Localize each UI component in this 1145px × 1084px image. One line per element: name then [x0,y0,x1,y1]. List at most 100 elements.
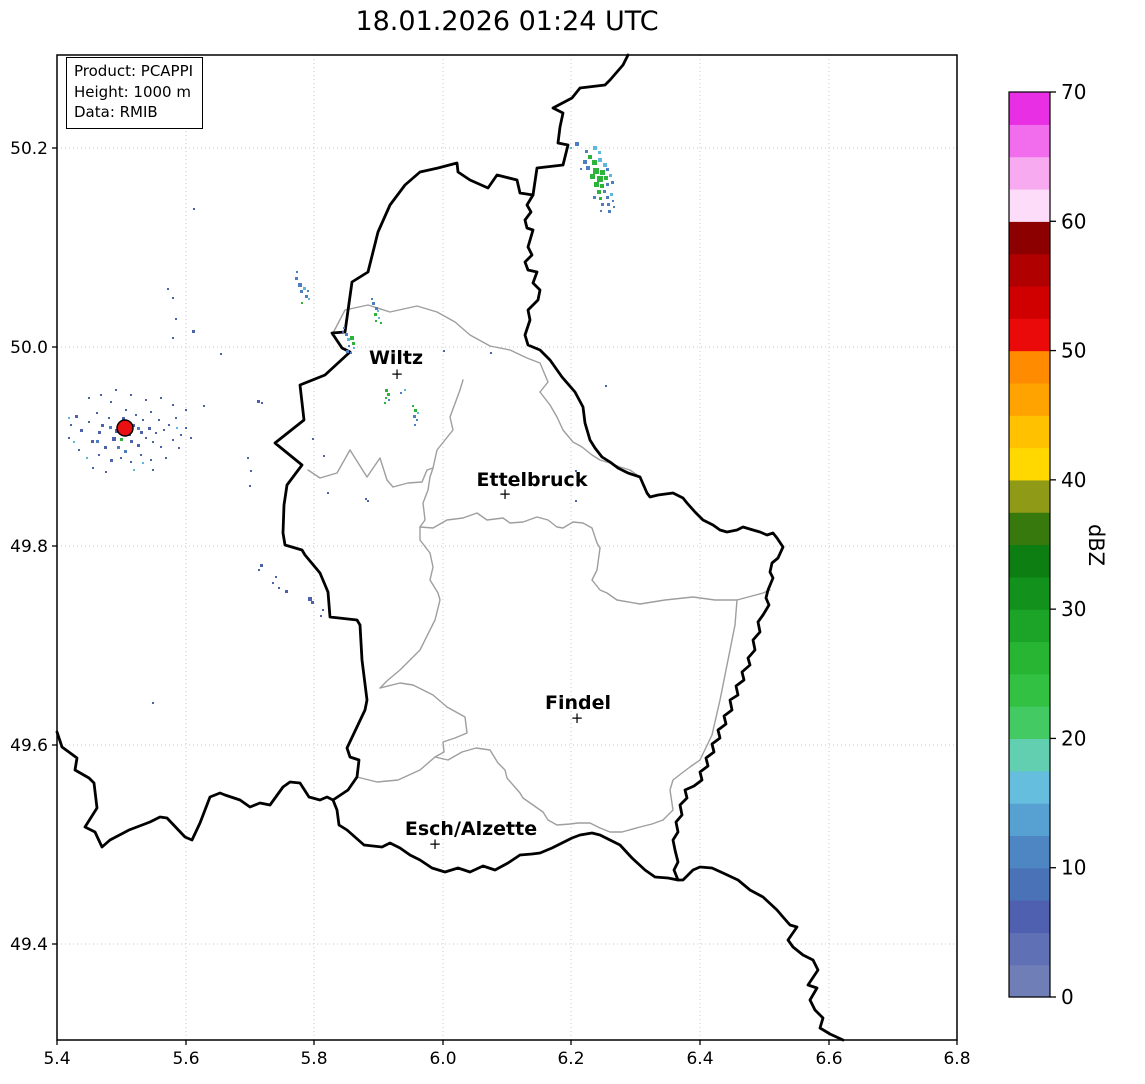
radar-echo-cell [135,414,137,416]
radar-echo-cell [603,163,607,167]
x-axis-tick-label: 6.6 [815,1049,842,1069]
radar-echo-cell [272,582,274,584]
radar-echo-cell [371,298,373,300]
district-border-path [539,391,641,478]
radar-echo-cell [73,441,75,443]
radar-echo-cell [592,160,597,165]
radar-echo-cell [122,417,125,420]
radar-echo-cell [590,174,595,179]
colorbar-segment [1009,770,1050,804]
radar-echo-cell [414,409,417,412]
colorbar-segment [1009,285,1050,319]
radar-echo-cell [606,196,609,199]
x-axis-tick-label: 5.4 [43,1049,70,1069]
radar-echo-cell [308,597,312,601]
data-source-line: Data: RMIB [74,103,158,122]
radar-echo-cell [593,146,597,150]
radar-echo-cell [404,389,406,391]
radar-echo-cell [160,446,162,448]
colorbar-segment [1009,932,1050,966]
radar-echo-cell [120,438,123,441]
radar-echo-cell [603,190,606,193]
radar-echo-cell [305,295,308,298]
radar-echo-cell [378,317,380,319]
radar-echo-cell [600,210,602,212]
radar-echo-cell [384,402,386,404]
colorbar-segment [1009,221,1050,255]
radar-echo-cell [175,417,177,419]
radar-echo-cell [570,147,572,149]
radar-echo-cell [167,288,169,290]
radar-echo-cell [307,290,309,292]
x-axis-tick-label: 5.6 [172,1049,199,1069]
radar-echo-cell [417,412,419,414]
colorbar-tick-label: 20 [1061,726,1086,750]
radar-echo-cell [608,210,611,213]
radar-echo-cell [285,590,288,593]
radar-echo-cell [343,327,345,329]
colorbar-segment [1009,253,1050,287]
radar-echo-cell [278,587,280,589]
y-axis-tick-label: 49.4 [10,935,48,955]
radar-echo-cell [100,394,102,396]
radar-echo-cell [203,405,205,407]
radar-echo-cell [303,287,306,290]
radar-echo-cell [110,401,112,403]
radar-echo-cell [416,419,418,421]
radar-echo-cell [124,450,127,453]
colorbar-segment [1009,415,1050,449]
radar-site-marker [116,419,134,437]
colorbar-frame [1008,91,1051,998]
radar-echo-cell [301,302,303,304]
radar-echo-cell [261,402,263,404]
city-marker-cross: + [571,709,584,727]
radar-echo-cell [312,438,314,440]
radar-echo-cell [130,440,133,443]
district-border-path [307,449,434,488]
radar-echo-cell [96,412,98,414]
radar-echo-cell [172,337,174,339]
radar-echo-cell [375,307,378,310]
y-axis-tick-label: 49.6 [10,736,48,756]
colorbar-tick-label: 50 [1061,339,1086,363]
radar-echo-cell [101,424,104,427]
radar-echo-cell [130,394,132,396]
radar-echo-cell [414,424,416,426]
radar-echo-cell [155,432,157,434]
radar-echo-cell [443,350,445,352]
radar-echo-cell [413,415,416,418]
radar-echo-cell [105,471,107,473]
radar-echo-cell [152,469,154,471]
radar-echo-cell [580,168,582,170]
radar-echo-cell [108,417,110,419]
colorbar-segment [1009,835,1050,869]
colorbar-segment [1009,156,1050,190]
colorbar-segment [1009,350,1050,384]
radar-echo-cell [145,399,147,401]
radar-echo-cell [599,197,602,200]
radar-echo-cell [260,564,263,567]
radar-echo-cell [150,459,152,461]
district-border-path [419,379,464,528]
height-line: Height: 1000 m [74,82,191,101]
radar-echo-cell [594,182,599,187]
radar-echo-cell [575,142,579,146]
y-axis-tick-label: 50.2 [10,139,48,159]
radar-echo-cell [125,409,127,411]
radar-echo-cell [350,336,354,340]
colorbar-tick-label: 30 [1061,597,1086,621]
colorbar-segment [1009,609,1050,643]
radar-echo-cell [180,434,182,436]
radar-echo-cell [611,181,614,184]
radar-echo-cell [247,457,249,459]
radar-echo-cell [80,429,83,432]
radar-echo-cell [597,176,603,182]
radar-echo-cell [86,457,88,459]
district-border-path [356,682,468,783]
radar-echo-cell [257,400,260,403]
radar-echo-cell [593,196,596,199]
radar-echo-cell [70,424,72,426]
radar-echo-cell [120,457,122,459]
colorbar-segment [1009,738,1050,772]
colorbar-segment [1009,641,1050,675]
